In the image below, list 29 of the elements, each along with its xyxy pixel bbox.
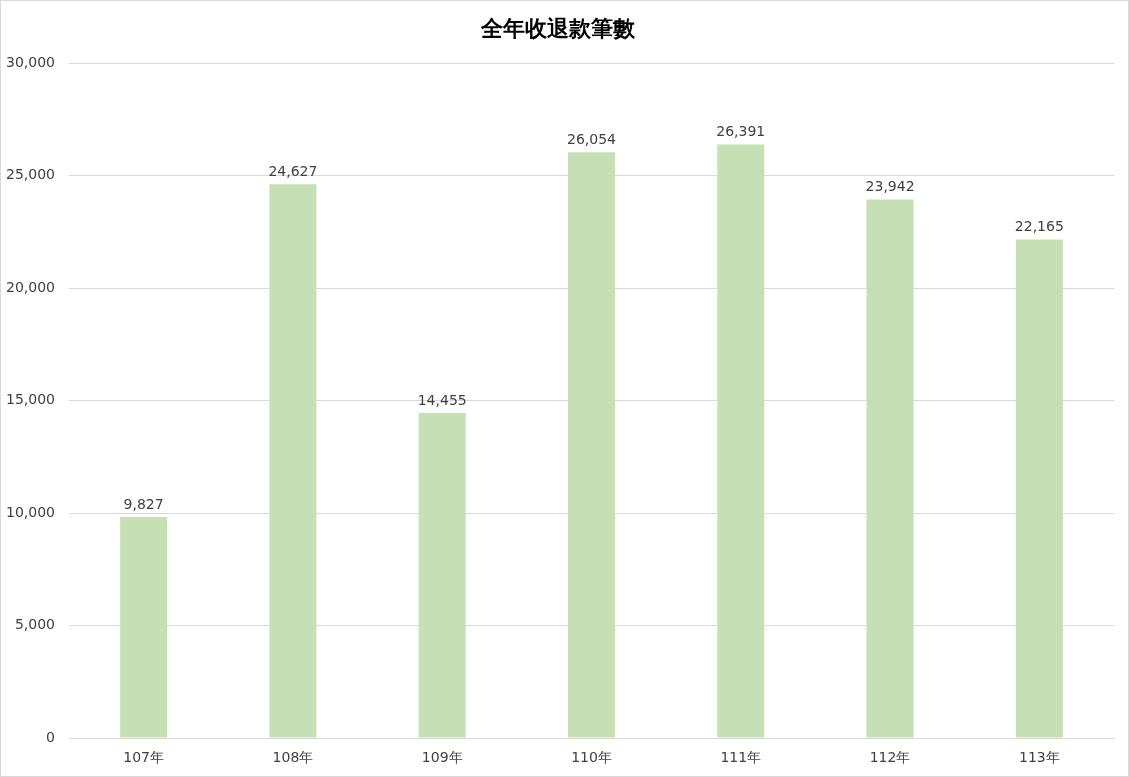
y-tick-label: 0 xyxy=(46,728,55,745)
bar xyxy=(120,517,168,738)
data-label: 14,455 xyxy=(417,391,467,408)
y-tick-label: 15,000 xyxy=(6,391,55,408)
x-tick-label: 112年 xyxy=(869,749,911,766)
data-label: 26,054 xyxy=(567,130,617,147)
data-label: 22,165 xyxy=(1014,218,1064,235)
x-tick-label: 111年 xyxy=(720,749,762,766)
x-tick-label: 107年 xyxy=(123,749,165,766)
bar xyxy=(269,184,317,738)
data-label: 9,827 xyxy=(123,495,164,512)
bar xyxy=(1015,239,1063,738)
data-label: 26,391 xyxy=(716,123,766,140)
chart-title: 全年收退款筆數 xyxy=(479,14,636,41)
y-tick-label: 25,000 xyxy=(6,166,55,183)
x-tick-label: 108年 xyxy=(272,749,314,766)
y-tick-label: 30,000 xyxy=(6,54,55,71)
bar xyxy=(717,144,765,738)
x-tick-label: 110年 xyxy=(571,749,612,766)
bar xyxy=(418,412,466,738)
bar xyxy=(567,152,616,738)
y-tick-label: 5,000 xyxy=(14,616,55,633)
x-tick-label: 113年 xyxy=(1018,749,1060,766)
bar xyxy=(866,199,914,738)
data-label: 24,627 xyxy=(268,162,318,179)
data-label: 23,942 xyxy=(865,178,915,195)
y-tick-label: 20,000 xyxy=(6,278,55,295)
x-tick-label: 109年 xyxy=(421,749,463,766)
y-tick-label: 10,000 xyxy=(6,503,55,520)
